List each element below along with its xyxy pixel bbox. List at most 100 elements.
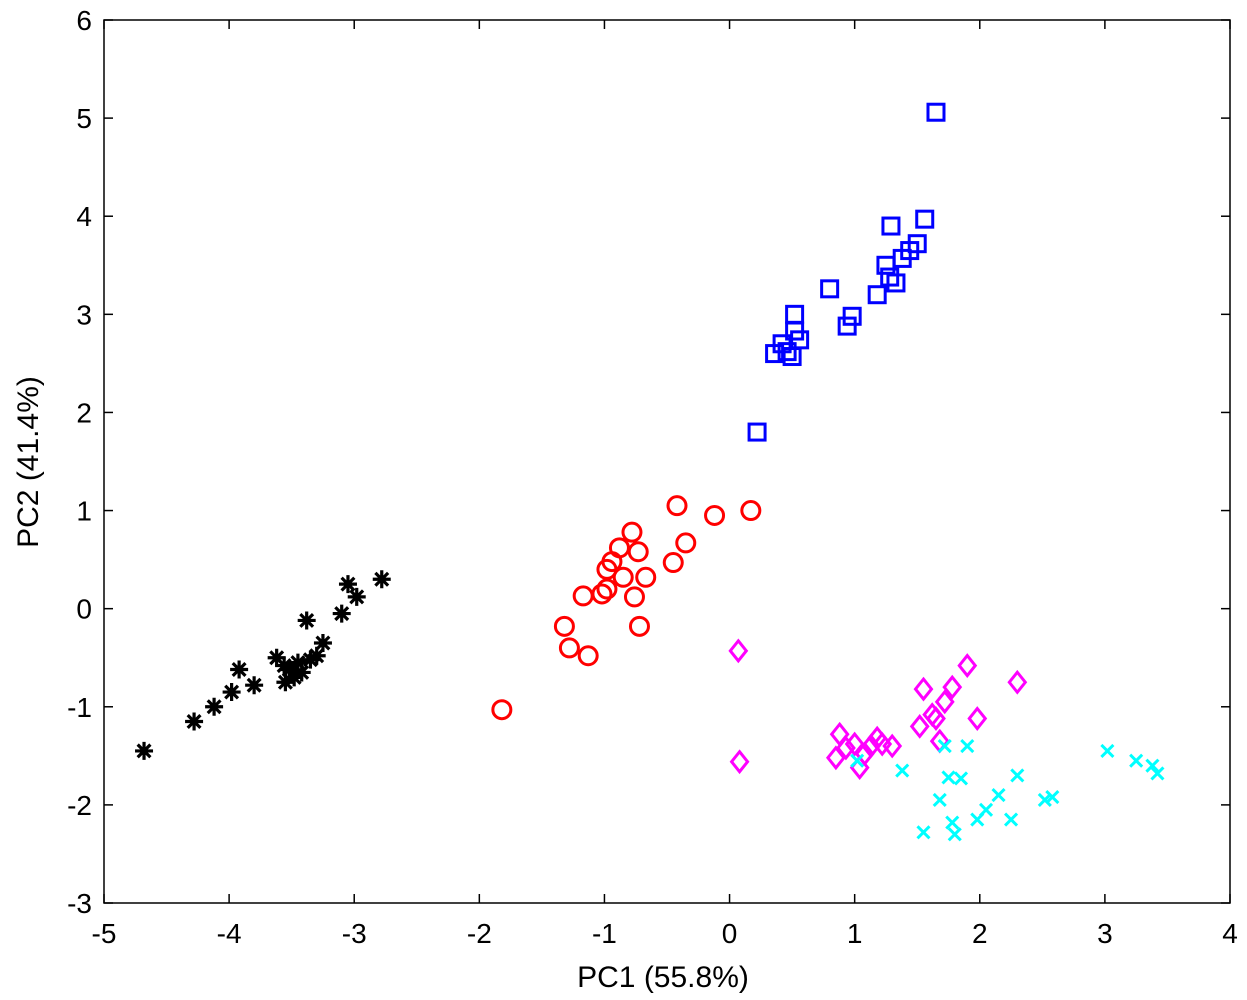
blue-square-point bbox=[837, 316, 857, 336]
blue-square-point bbox=[880, 267, 900, 287]
black-asterisk-point bbox=[347, 587, 366, 606]
y-tick-label: 4 bbox=[76, 201, 92, 232]
blue-square-point bbox=[785, 304, 805, 324]
black-asterisk-point bbox=[307, 646, 326, 665]
black-asterisk-point bbox=[205, 697, 224, 716]
magenta-diamond-point bbox=[957, 653, 978, 678]
red-circle-point bbox=[612, 566, 634, 588]
red-circle-point bbox=[621, 521, 643, 543]
cyan-cross-point bbox=[1003, 812, 1019, 827]
magenta-diamond-point bbox=[844, 731, 865, 757]
blue-square-point bbox=[926, 102, 946, 122]
cyan-cross-point bbox=[895, 763, 910, 778]
x-tick-label: 1 bbox=[847, 918, 863, 949]
x-tick-label: 0 bbox=[722, 918, 738, 949]
red-circle-point bbox=[662, 552, 684, 574]
red-circle-point bbox=[623, 586, 645, 608]
plot-frame bbox=[103, 19, 1231, 904]
cyan-cross-point bbox=[960, 738, 975, 754]
blue-square-point bbox=[777, 342, 797, 362]
x-tick-label: 4 bbox=[1222, 918, 1238, 949]
red-circle-point bbox=[627, 541, 649, 563]
red-circle-point bbox=[675, 532, 697, 554]
magenta-diamond-point bbox=[728, 638, 749, 664]
red-circle-point bbox=[558, 637, 580, 659]
blue-square-point bbox=[790, 330, 810, 350]
black-asterisk-point bbox=[276, 673, 295, 692]
x-tick-label: 2 bbox=[972, 918, 988, 949]
cyan-cross-point bbox=[937, 738, 952, 754]
red-circle-point bbox=[491, 699, 513, 721]
magenta-diamond-point bbox=[942, 674, 963, 700]
blue-square-point bbox=[881, 216, 901, 236]
magenta-diamond-point bbox=[934, 689, 955, 715]
y-tick-label: -3 bbox=[67, 888, 92, 919]
blue-square-point bbox=[820, 279, 840, 299]
cyan-cross-point bbox=[916, 825, 931, 840]
cyan-cross-point bbox=[932, 792, 947, 808]
red-circle-point bbox=[704, 504, 726, 526]
blue-square-point bbox=[907, 234, 927, 254]
black-asterisk-point bbox=[245, 676, 264, 695]
y-tick-label: 2 bbox=[76, 397, 92, 428]
y-tick-label: 5 bbox=[76, 103, 92, 134]
black-asterisk-point bbox=[230, 660, 249, 679]
blue-square-point bbox=[867, 285, 887, 305]
cyan-cross-point bbox=[850, 753, 865, 768]
red-circle-point bbox=[553, 615, 575, 637]
red-circle-point bbox=[608, 537, 630, 559]
cyan-cross-point bbox=[1045, 789, 1060, 805]
black-asterisk-point bbox=[372, 570, 391, 589]
black-asterisk-point bbox=[288, 653, 307, 672]
cyan-cross-point bbox=[945, 815, 960, 830]
cyan-cross-point bbox=[1037, 792, 1052, 808]
x-tick-label: -5 bbox=[92, 918, 117, 949]
cyan-cross-point bbox=[1010, 768, 1025, 783]
x-axis-label: PC1 (55.8%) bbox=[577, 961, 749, 994]
y-axis-label: PC2 (41.4%) bbox=[12, 376, 45, 548]
data-points bbox=[135, 102, 1165, 842]
cyan-cross-point bbox=[1100, 743, 1115, 758]
cyan-cross-point bbox=[1129, 753, 1144, 768]
black-asterisk-point bbox=[292, 663, 311, 682]
blue-square-point bbox=[886, 273, 906, 293]
x-tick-label: -3 bbox=[342, 918, 367, 949]
black-asterisk-point bbox=[280, 660, 299, 679]
cyan-cross-point bbox=[1145, 758, 1160, 773]
black-asterisk-point bbox=[338, 575, 357, 594]
black-asterisk-point bbox=[222, 683, 241, 702]
magenta-diamond-point bbox=[1007, 669, 1028, 695]
black-asterisk-point bbox=[332, 604, 351, 623]
magenta-diamond-point bbox=[835, 735, 856, 761]
red-circle-point bbox=[577, 645, 599, 667]
cyan-cross-point bbox=[953, 771, 969, 786]
axes: -5 -4 -3 -2 -1 0 1 2 3 4 -3 -2 -1 0 1 2 3 4 5 6 bbox=[67, 5, 1238, 949]
cyan-cross-point bbox=[941, 770, 956, 785]
magenta-diamond-point bbox=[909, 713, 930, 739]
black-asterisk-point bbox=[313, 634, 332, 653]
red-circle-point bbox=[740, 500, 762, 522]
blue-square-point bbox=[915, 209, 935, 229]
red-circle-point bbox=[628, 615, 650, 637]
x-tick-label: 3 bbox=[1097, 918, 1113, 949]
magenta-diamond-point bbox=[882, 733, 903, 759]
black-asterisk-point bbox=[297, 611, 316, 630]
black-asterisk-point bbox=[301, 650, 320, 669]
blue-square-point bbox=[747, 422, 767, 442]
black-asterisk-point bbox=[135, 741, 154, 760]
y-tick-label: 1 bbox=[76, 496, 92, 527]
x-tick-label: -2 bbox=[467, 918, 492, 949]
red-circle-point bbox=[666, 495, 688, 517]
magenta-diamond-point bbox=[854, 741, 875, 767]
y-tick-label: 6 bbox=[76, 5, 92, 36]
y-tick-label: -2 bbox=[67, 790, 92, 821]
magenta-diamond-point bbox=[967, 706, 988, 731]
magenta-diamond-point bbox=[913, 676, 934, 702]
x-tick-label: -4 bbox=[217, 918, 242, 949]
x-tick-label: -1 bbox=[592, 918, 617, 949]
magenta-diamond-point bbox=[926, 706, 946, 731]
y-tick-label: 0 bbox=[76, 594, 92, 625]
magenta-diamond-point bbox=[729, 749, 750, 775]
